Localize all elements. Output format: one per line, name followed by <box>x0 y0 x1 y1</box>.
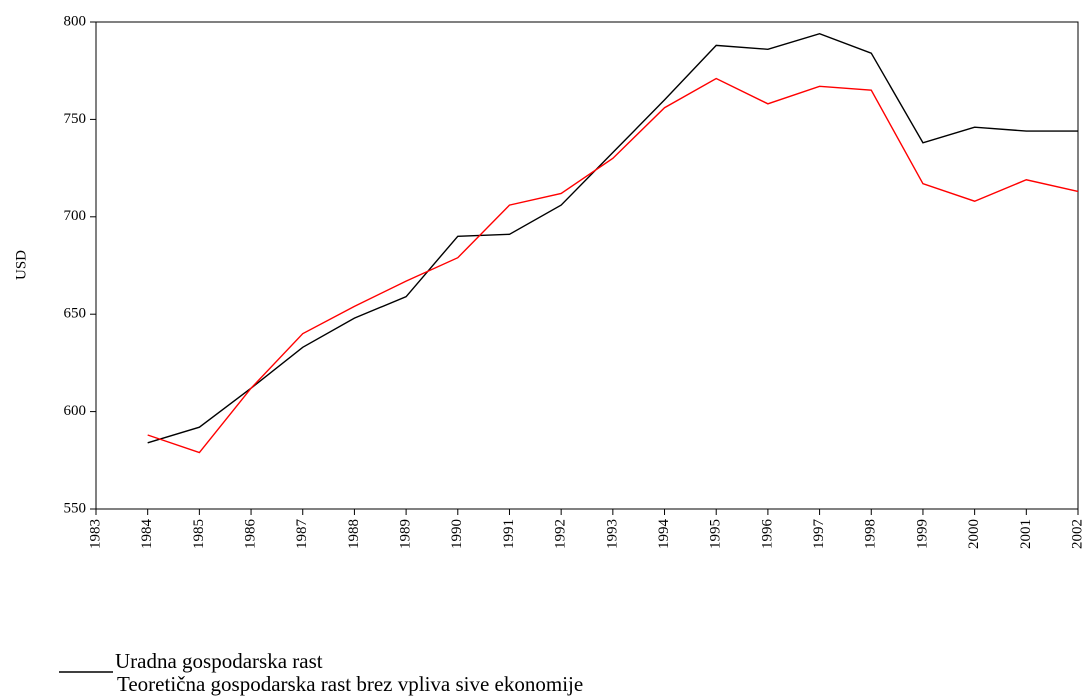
y-tick-label: 700 <box>64 208 87 224</box>
x-tick-label: 2002 <box>1069 519 1085 549</box>
series-line <box>147 77 1079 454</box>
x-tick-label: 2001 <box>1018 519 1034 549</box>
x-tick-label: 1999 <box>914 519 930 549</box>
x-tick-label: 1996 <box>759 519 775 550</box>
x-tick-label: 1992 <box>553 519 569 549</box>
x-tick-label: 1998 <box>863 519 879 549</box>
y-tick-label: 750 <box>64 111 87 127</box>
x-tick-label: 1990 <box>449 519 465 549</box>
x-tick-label: 1985 <box>191 519 207 549</box>
y-tick-label: 650 <box>64 306 87 322</box>
series-line <box>147 32 1078 444</box>
x-tick-label: 1983 <box>87 519 103 549</box>
x-tick-label: 1984 <box>139 519 155 550</box>
x-tick-label: 1993 <box>604 519 620 549</box>
x-tick-label: 1991 <box>501 519 517 549</box>
y-tick-label: 550 <box>64 500 87 516</box>
y-tick-label: 800 <box>64 13 87 29</box>
x-tick-label: 2000 <box>966 519 982 549</box>
legend-label: Teoretična gospodarska rast brez vpliva … <box>117 672 583 696</box>
x-tick-label: 1994 <box>656 519 672 550</box>
y-axis-label: USD <box>13 250 29 280</box>
x-tick-label: 1989 <box>398 519 414 549</box>
x-tick-label: 1987 <box>294 519 310 550</box>
x-tick-label: 1988 <box>346 519 362 549</box>
x-tick-label: 1986 <box>242 519 258 550</box>
x-tick-label: 1997 <box>811 519 827 550</box>
legend-label: Uradna gospodarska rast <box>115 649 323 673</box>
plot-frame <box>95 21 1079 510</box>
x-tick-label: 1995 <box>708 519 724 549</box>
y-tick-label: 600 <box>64 403 87 419</box>
